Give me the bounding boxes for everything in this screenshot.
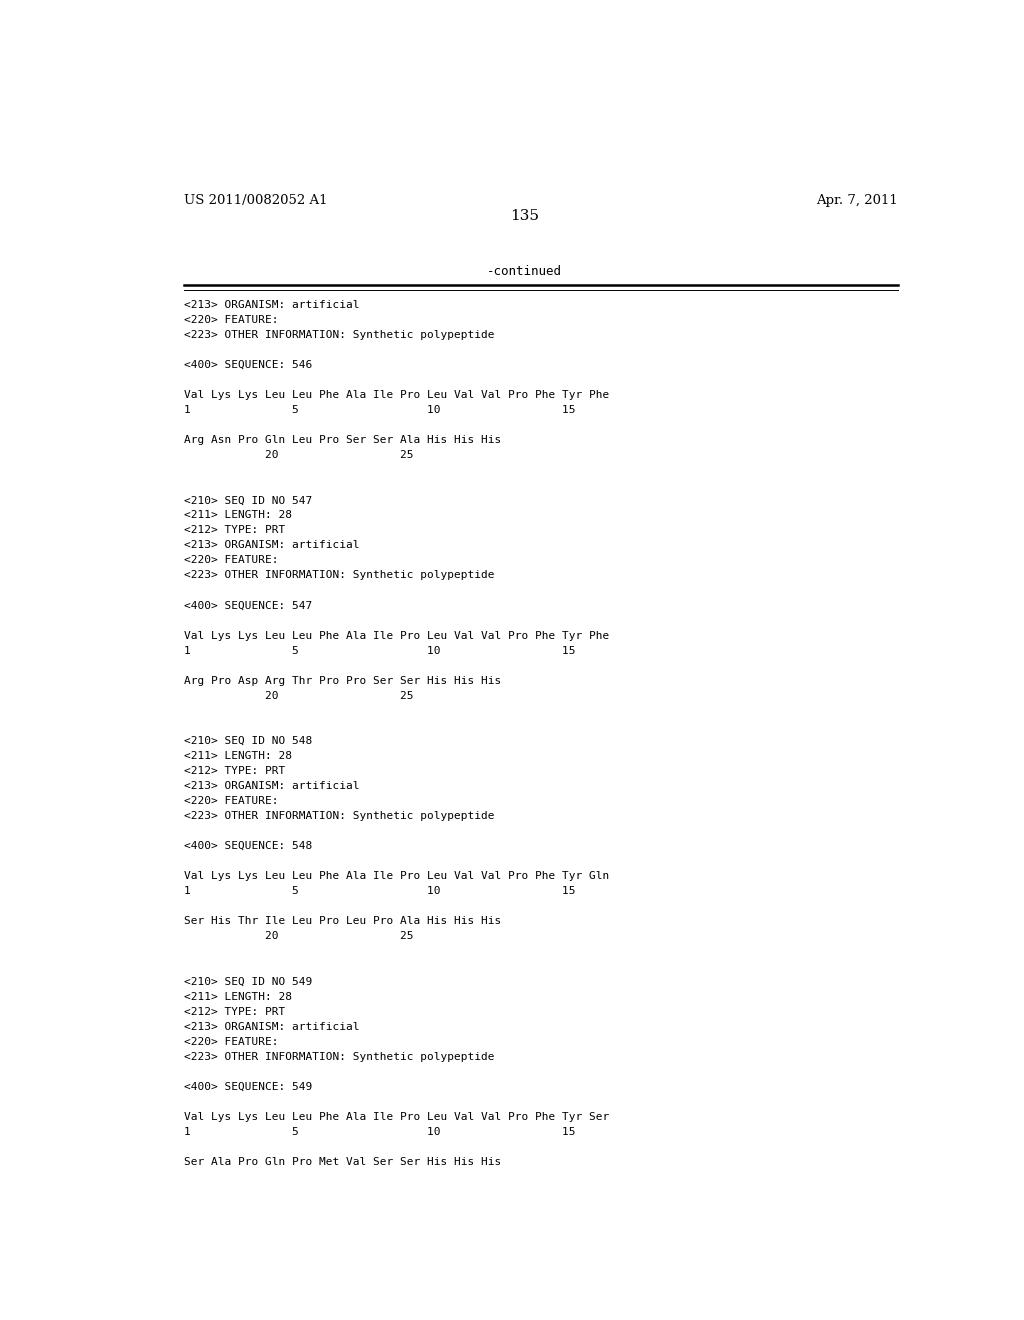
Text: <212> TYPE: PRT: <212> TYPE: PRT: [183, 766, 285, 776]
Text: Ser His Thr Ile Leu Pro Leu Pro Ala His His His: Ser His Thr Ile Leu Pro Leu Pro Ala His …: [183, 916, 501, 927]
Text: <212> TYPE: PRT: <212> TYPE: PRT: [183, 525, 285, 536]
Text: Val Lys Lys Leu Leu Phe Ala Ile Pro Leu Val Val Pro Phe Tyr Phe: Val Lys Lys Leu Leu Phe Ala Ile Pro Leu …: [183, 631, 609, 640]
Text: <210> SEQ ID NO 548: <210> SEQ ID NO 548: [183, 737, 311, 746]
Text: Val Lys Lys Leu Leu Phe Ala Ile Pro Leu Val Val Pro Phe Tyr Ser: Val Lys Lys Leu Leu Phe Ala Ile Pro Leu …: [183, 1111, 609, 1122]
Text: US 2011/0082052 A1: US 2011/0082052 A1: [183, 194, 327, 207]
Text: Arg Asn Pro Gln Leu Pro Ser Ser Ala His His His: Arg Asn Pro Gln Leu Pro Ser Ser Ala His …: [183, 436, 501, 445]
Text: <223> OTHER INFORMATION: Synthetic polypeptide: <223> OTHER INFORMATION: Synthetic polyp…: [183, 570, 494, 581]
Text: <400> SEQUENCE: 546: <400> SEQUENCE: 546: [183, 360, 311, 370]
Text: <223> OTHER INFORMATION: Synthetic polypeptide: <223> OTHER INFORMATION: Synthetic polyp…: [183, 1052, 494, 1061]
Text: Val Lys Lys Leu Leu Phe Ala Ile Pro Leu Val Val Pro Phe Tyr Phe: Val Lys Lys Leu Leu Phe Ala Ile Pro Leu …: [183, 389, 609, 400]
Text: 1               5                   10                  15: 1 5 10 15: [183, 886, 575, 896]
Text: <400> SEQUENCE: 549: <400> SEQUENCE: 549: [183, 1082, 311, 1092]
Text: 20                  25: 20 25: [183, 690, 413, 701]
Text: <210> SEQ ID NO 547: <210> SEQ ID NO 547: [183, 495, 311, 506]
Text: <213> ORGANISM: artificial: <213> ORGANISM: artificial: [183, 300, 359, 310]
Text: <210> SEQ ID NO 549: <210> SEQ ID NO 549: [183, 977, 311, 986]
Text: <213> ORGANISM: artificial: <213> ORGANISM: artificial: [183, 1022, 359, 1032]
Text: <213> ORGANISM: artificial: <213> ORGANISM: artificial: [183, 781, 359, 791]
Text: <400> SEQUENCE: 548: <400> SEQUENCE: 548: [183, 841, 311, 851]
Text: 20                  25: 20 25: [183, 450, 413, 461]
Text: 20                  25: 20 25: [183, 932, 413, 941]
Text: Val Lys Lys Leu Leu Phe Ala Ile Pro Leu Val Val Pro Phe Tyr Gln: Val Lys Lys Leu Leu Phe Ala Ile Pro Leu …: [183, 871, 609, 882]
Text: <220> FEATURE:: <220> FEATURE:: [183, 796, 279, 807]
Text: <211> LENGTH: 28: <211> LENGTH: 28: [183, 511, 292, 520]
Text: <220> FEATURE:: <220> FEATURE:: [183, 556, 279, 565]
Text: Apr. 7, 2011: Apr. 7, 2011: [816, 194, 898, 207]
Text: <213> ORGANISM: artificial: <213> ORGANISM: artificial: [183, 540, 359, 550]
Text: Ser Ala Pro Gln Pro Met Val Ser Ser His His His: Ser Ala Pro Gln Pro Met Val Ser Ser His …: [183, 1158, 501, 1167]
Text: 1               5                   10                  15: 1 5 10 15: [183, 405, 575, 414]
Text: <400> SEQUENCE: 547: <400> SEQUENCE: 547: [183, 601, 311, 611]
Text: <223> OTHER INFORMATION: Synthetic polypeptide: <223> OTHER INFORMATION: Synthetic polyp…: [183, 330, 494, 339]
Text: 1               5                   10                  15: 1 5 10 15: [183, 645, 575, 656]
Text: <212> TYPE: PRT: <212> TYPE: PRT: [183, 1007, 285, 1016]
Text: 1               5                   10                  15: 1 5 10 15: [183, 1127, 575, 1137]
Text: <220> FEATURE:: <220> FEATURE:: [183, 314, 279, 325]
Text: <223> OTHER INFORMATION: Synthetic polypeptide: <223> OTHER INFORMATION: Synthetic polyp…: [183, 810, 494, 821]
Text: Arg Pro Asp Arg Thr Pro Pro Ser Ser His His His: Arg Pro Asp Arg Thr Pro Pro Ser Ser His …: [183, 676, 501, 686]
Text: <220> FEATURE:: <220> FEATURE:: [183, 1036, 279, 1047]
Text: <211> LENGTH: 28: <211> LENGTH: 28: [183, 751, 292, 760]
Text: -continued: -continued: [487, 265, 562, 279]
Text: 135: 135: [510, 210, 540, 223]
Text: <211> LENGTH: 28: <211> LENGTH: 28: [183, 991, 292, 1002]
